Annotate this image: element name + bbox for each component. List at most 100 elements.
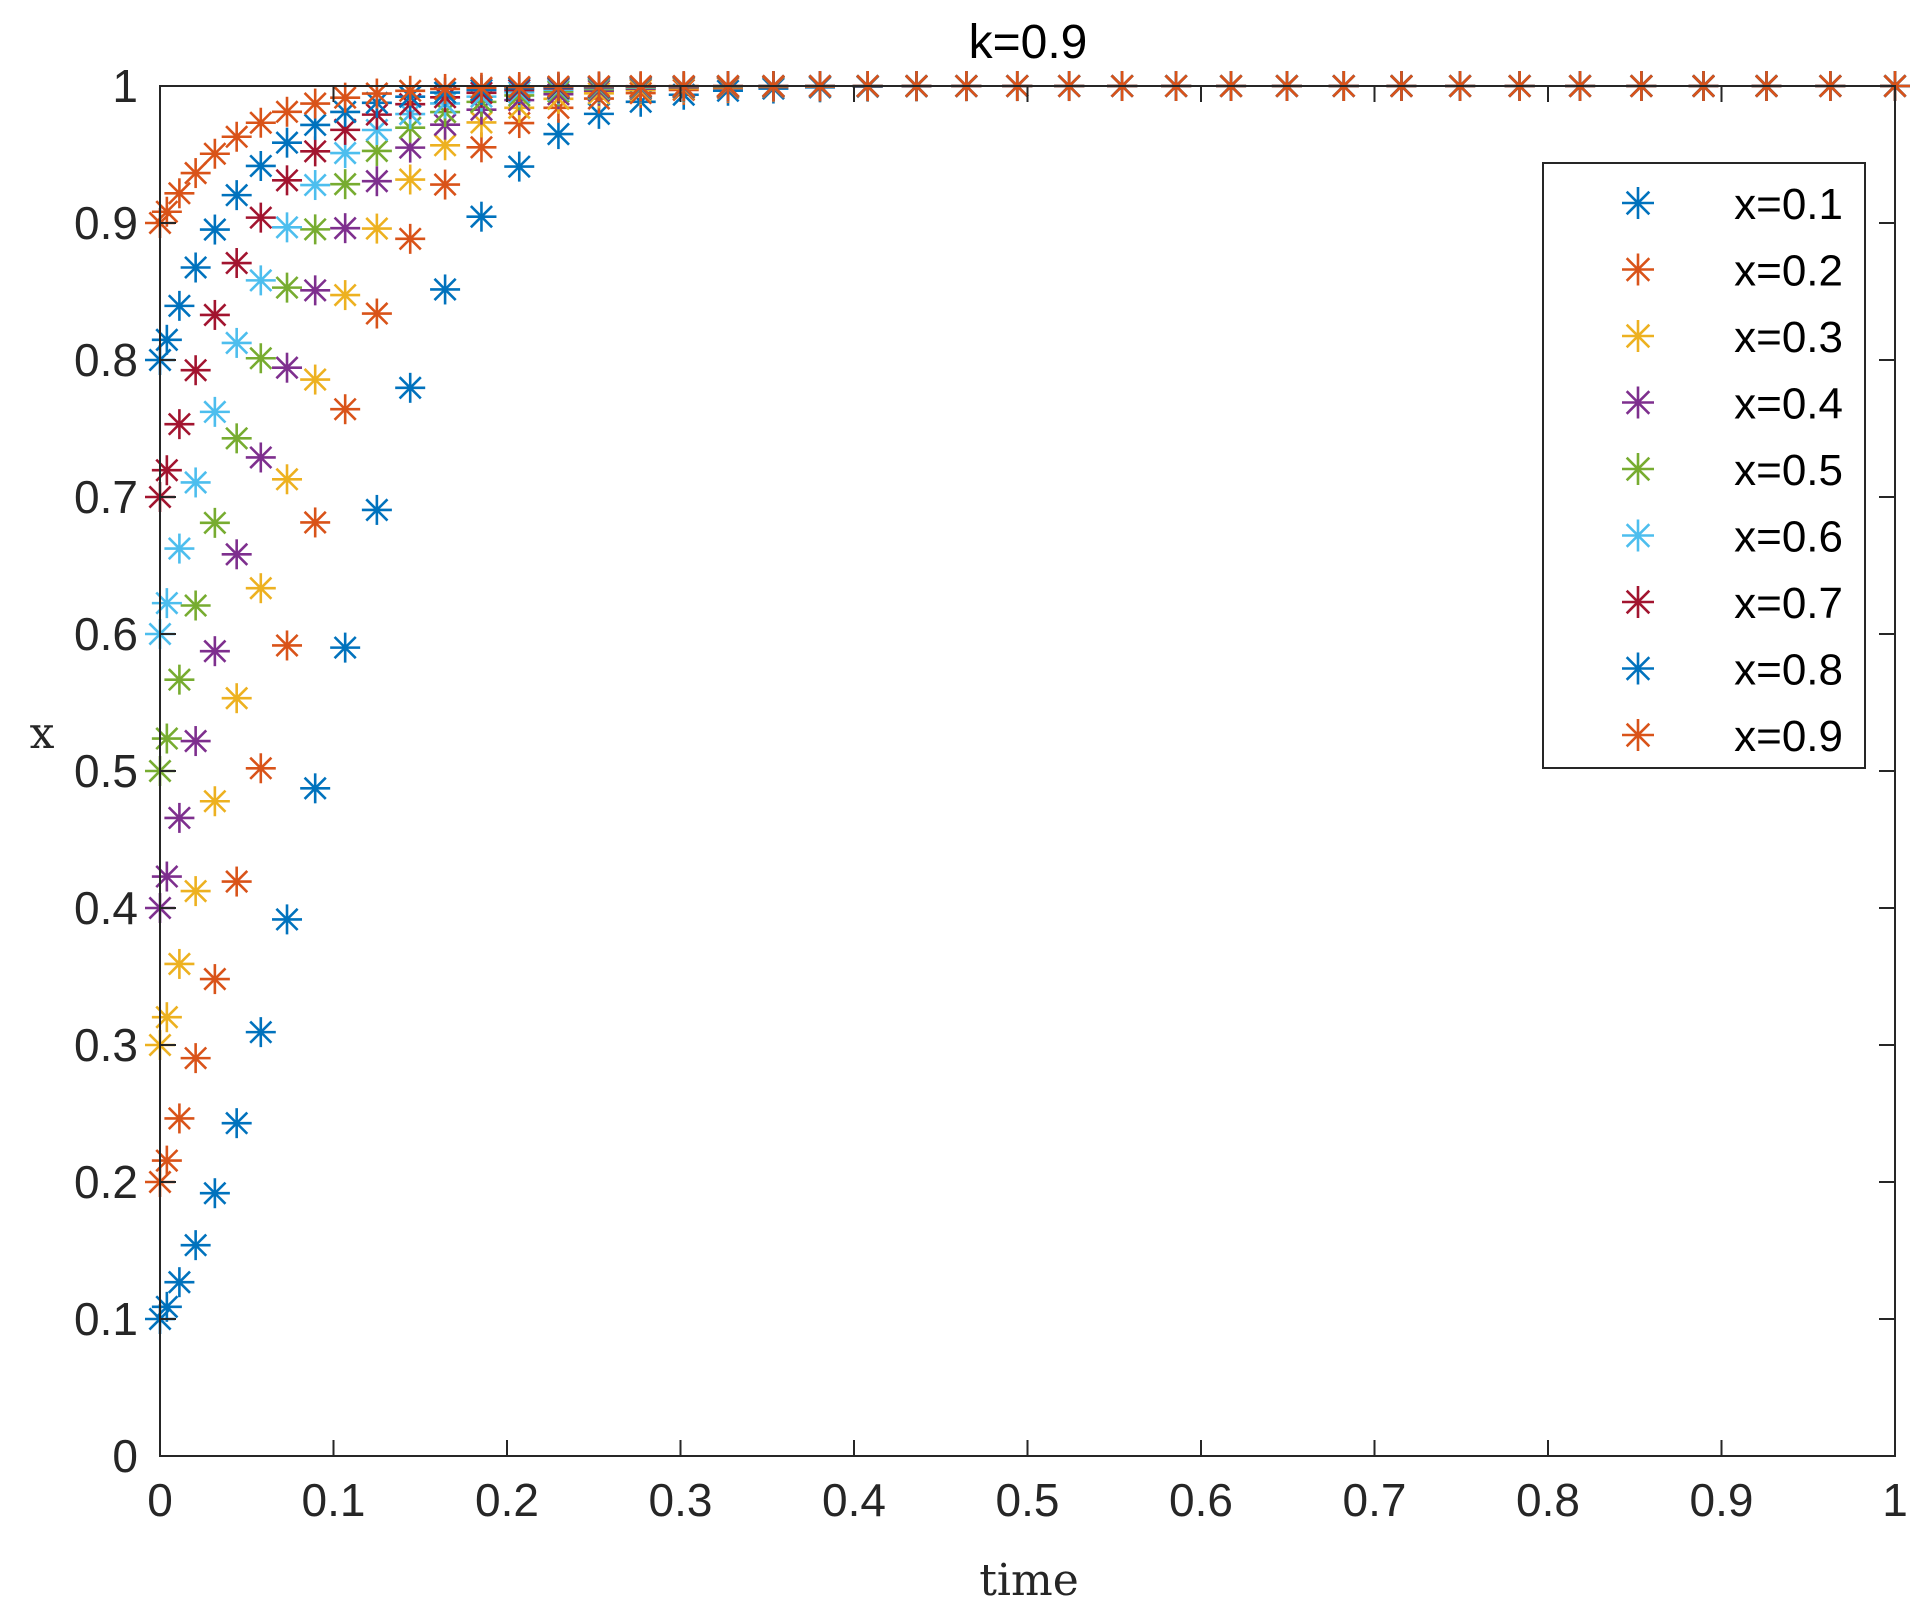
data-point [164, 178, 195, 209]
legend-label: x=0.4 [1734, 380, 1843, 429]
legend: x=0.1 x=0.2 x=0.3 x=0.4 x=0.5 x=0.6 x=0.7 x=0.8… [1542, 162, 1866, 769]
data-point [272, 464, 303, 495]
data-point [361, 494, 392, 525]
x-axis-label: time [979, 1555, 1079, 1606]
data-point [180, 1230, 211, 1261]
data-point [272, 165, 303, 196]
chart-title: k=0.9 [969, 16, 1088, 69]
legend-marker [1622, 320, 1654, 352]
data-point [245, 573, 276, 604]
data-point [272, 904, 303, 935]
y-tick-label: 0.5 [74, 745, 138, 797]
data-point [272, 630, 303, 661]
data-point [199, 299, 230, 330]
legend-label: x=0.9 [1734, 712, 1843, 761]
data-point [151, 861, 182, 892]
data-point [199, 507, 230, 538]
data-point [430, 274, 461, 305]
data-point [221, 121, 252, 152]
data-point [221, 248, 252, 279]
data-point [180, 252, 211, 283]
data-point [221, 866, 252, 897]
x-tick-label: 0.7 [1343, 1474, 1407, 1526]
data-point [361, 166, 392, 197]
legend-entry: x=0.7 [1622, 579, 1843, 628]
data-point [330, 394, 361, 425]
data-point [164, 948, 195, 979]
data-point [199, 138, 230, 169]
x-tick-label: 1 [1882, 1474, 1908, 1526]
data-point [221, 327, 252, 358]
data-point [164, 409, 195, 440]
data-point [330, 169, 361, 200]
data-point [272, 212, 303, 243]
data-point [180, 158, 211, 189]
data-point [361, 78, 392, 109]
data-point [330, 82, 361, 113]
data-point [221, 423, 252, 454]
y-tick-label: 0.6 [74, 608, 138, 660]
data-point [245, 202, 276, 233]
data-point [199, 214, 230, 245]
x-tick-label: 0.9 [1690, 1474, 1754, 1526]
x-tick-label: 0.3 [649, 1474, 713, 1526]
data-point [180, 1043, 211, 1074]
x-tick-label: 0 [147, 1474, 173, 1526]
x-tick-label: 0.8 [1516, 1474, 1580, 1526]
legend-marker [1622, 719, 1654, 751]
data-point [395, 164, 426, 195]
y-tick-label: 0.4 [74, 882, 138, 934]
x-tick-label: 0.4 [822, 1474, 886, 1526]
data-point [395, 372, 426, 403]
data-point [245, 442, 276, 473]
data-point [151, 1002, 182, 1033]
y-tick-label: 0.7 [74, 471, 138, 523]
data-point [543, 119, 574, 150]
data-point [300, 88, 331, 119]
data-point [330, 213, 361, 244]
legend-entry: x=0.3 [1622, 313, 1843, 362]
data-point [395, 75, 426, 106]
legend-box [1542, 162, 1866, 769]
data-point [199, 636, 230, 667]
y-tick-label: 0 [112, 1430, 138, 1482]
data-point [300, 364, 331, 395]
data-point [272, 352, 303, 383]
data-point [164, 1103, 195, 1134]
data-point [245, 753, 276, 784]
legend-marker [1622, 519, 1654, 552]
legend-entry: x=0.8 [1622, 646, 1843, 695]
x-tick-label: 0.2 [475, 1474, 539, 1526]
y-tick-label: 0.8 [74, 334, 138, 386]
data-point [221, 180, 252, 211]
data-point [180, 467, 211, 498]
legend-label: x=0.5 [1734, 446, 1843, 495]
y-tick-label: 0.2 [74, 1156, 138, 1208]
data-point [395, 223, 426, 254]
data-point [151, 1145, 182, 1176]
data-point [300, 773, 331, 804]
data-point [180, 355, 211, 386]
data-point [221, 683, 252, 714]
y-tick-label: 0.1 [74, 1293, 138, 1345]
y-tick-label: 0.9 [74, 197, 138, 249]
x-tick-label: 0.6 [1169, 1474, 1233, 1526]
data-point [221, 539, 252, 570]
legend-entry: x=0.2 [1622, 247, 1843, 296]
legend-label: x=0.7 [1734, 579, 1843, 628]
data-point [272, 272, 303, 303]
legend-label: x=0.2 [1734, 247, 1843, 296]
data-point [245, 150, 276, 181]
data-point [245, 1017, 276, 1048]
data-point [164, 290, 195, 321]
data-point [430, 73, 461, 104]
legend-label: x=0.1 [1734, 180, 1843, 229]
data-point [466, 201, 497, 232]
data-point [466, 72, 497, 103]
data-point [361, 213, 392, 244]
data-point [164, 664, 195, 695]
data-point [504, 151, 535, 182]
legend-entry: x=0.9 [1622, 712, 1843, 761]
data-point [199, 396, 230, 427]
